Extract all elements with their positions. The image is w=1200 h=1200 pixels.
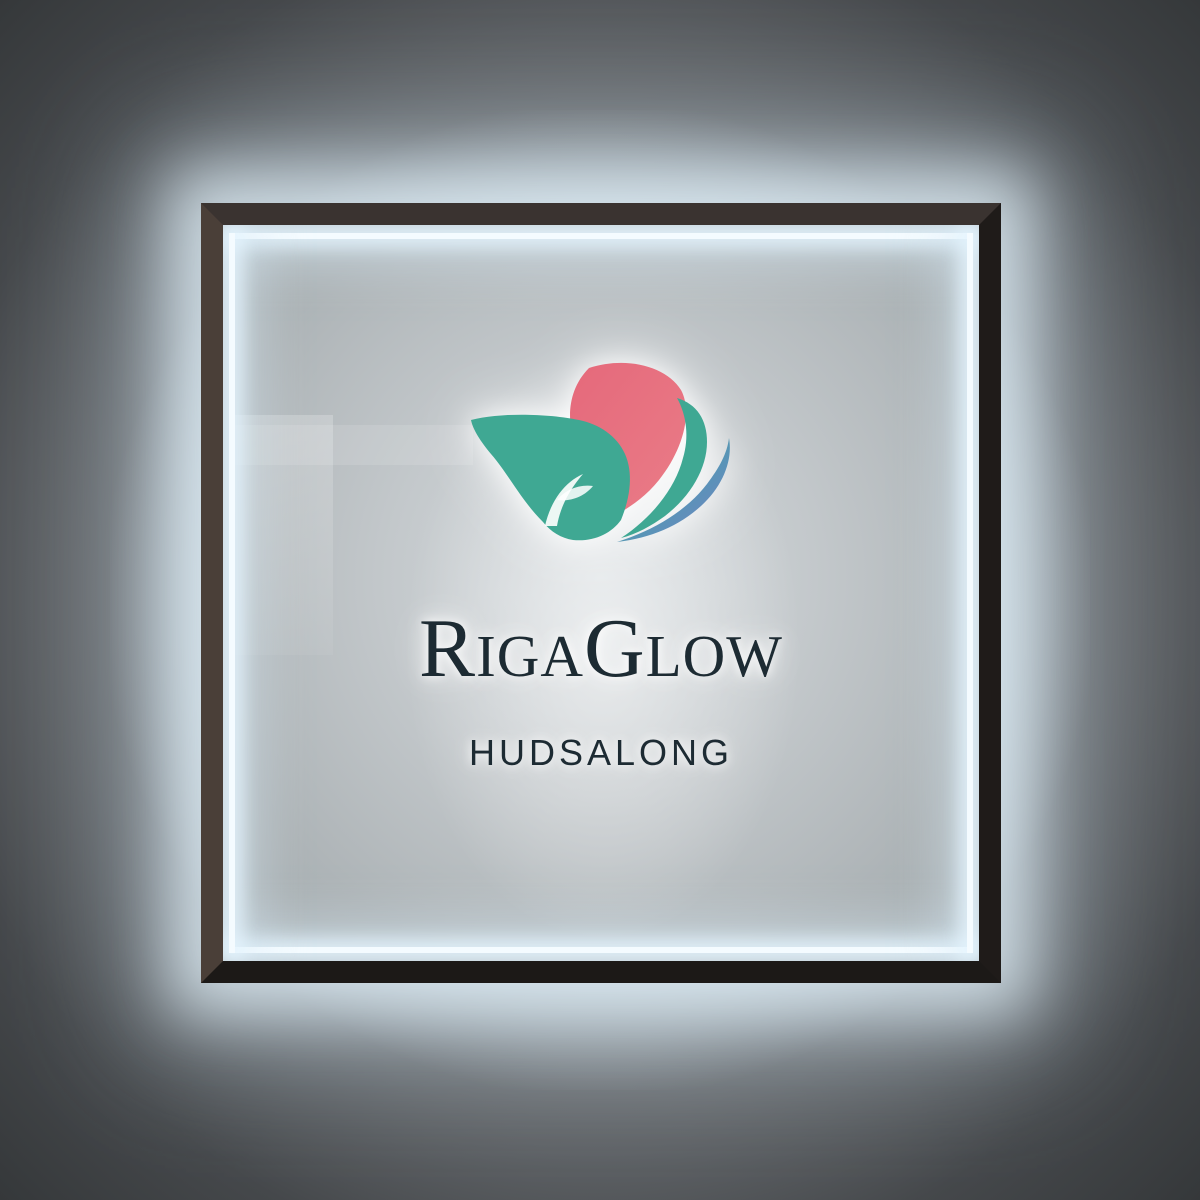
led-strip-top: [229, 233, 973, 239]
brand-subtitle: HUDSALONG: [468, 732, 734, 773]
glass-reflection: [233, 425, 473, 465]
lotus-leaf-logo-icon: [471, 362, 730, 542]
teal-wing-shape: [621, 398, 707, 538]
pink-petal-shape: [570, 362, 687, 512]
led-strip-bottom: [229, 947, 973, 953]
brand-name: RigaGlow: [419, 602, 783, 695]
leaf-curl-shape: [557, 485, 593, 501]
led-strip-left: [229, 233, 235, 953]
sign-glass-panel: RigaGlow HUDSALONG: [223, 225, 979, 961]
illuminated-sign: RigaGlow HUDSALONG: [201, 203, 1001, 983]
blue-wing-shape: [617, 438, 730, 542]
glass-reflection: [233, 415, 333, 655]
led-strip-right: [967, 233, 973, 953]
teal-leaf-shape: [471, 414, 630, 541]
